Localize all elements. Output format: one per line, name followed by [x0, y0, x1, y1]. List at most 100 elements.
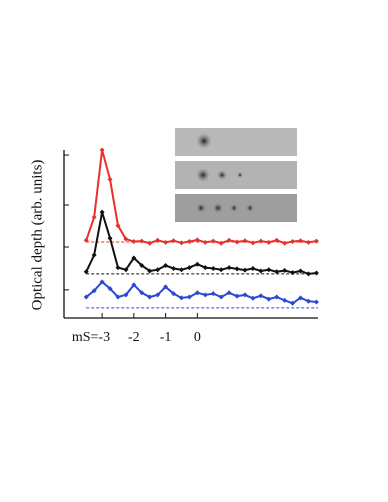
atom-cloud	[196, 133, 212, 149]
atom-cloud	[217, 170, 227, 180]
data-point	[218, 240, 224, 246]
data-point	[147, 268, 153, 274]
data-point	[186, 265, 192, 271]
data-point	[250, 240, 256, 246]
series-line	[85, 280, 317, 305]
data-point	[202, 265, 208, 271]
data-point	[83, 269, 89, 275]
data-point	[274, 269, 280, 275]
data-point	[123, 292, 129, 298]
data-point	[83, 237, 89, 243]
data-point	[91, 252, 97, 258]
data-point	[115, 265, 121, 271]
data-point	[178, 240, 184, 246]
data-point	[139, 290, 145, 296]
data-point	[274, 294, 280, 300]
data-point	[115, 223, 121, 229]
data-point	[234, 239, 240, 245]
atom-cloud	[196, 168, 210, 182]
atom-cloud	[246, 204, 254, 212]
data-point	[210, 291, 216, 297]
data-point	[186, 239, 192, 245]
inset-images	[175, 128, 297, 222]
data-point	[266, 267, 272, 273]
data-point	[226, 265, 232, 271]
data-point	[155, 267, 161, 273]
data-point	[266, 296, 272, 302]
data-point	[282, 268, 288, 274]
data-point	[313, 270, 319, 276]
data-point	[226, 237, 232, 243]
data-point	[155, 237, 161, 243]
data-point	[163, 284, 169, 290]
data-point	[242, 267, 248, 273]
data-point	[266, 239, 272, 245]
data-point	[178, 267, 184, 273]
atom-cloud	[196, 203, 206, 213]
data-point	[282, 297, 288, 303]
data-point	[83, 294, 89, 300]
atom-cloud	[213, 203, 223, 213]
x-tick-label: mS=-3	[72, 330, 110, 345]
x-tick-label: -2	[128, 330, 140, 345]
data-point	[194, 237, 200, 243]
atom-cloud	[230, 204, 238, 212]
data-point	[171, 265, 177, 271]
data-point	[155, 292, 161, 298]
data-point	[99, 279, 105, 285]
data-point	[305, 271, 311, 277]
data-point	[242, 292, 248, 298]
data-point	[107, 176, 113, 182]
data-point	[163, 263, 169, 268]
data-point	[274, 237, 280, 243]
data-point	[290, 239, 296, 245]
data-point	[139, 238, 145, 244]
data-point	[258, 293, 264, 299]
data-point	[107, 235, 113, 241]
data-point	[282, 240, 288, 246]
image-1	[175, 128, 297, 156]
y-axis-label: Optical depth (arb. units)	[29, 160, 45, 311]
data-point	[147, 240, 153, 246]
data-point	[298, 238, 304, 244]
data-point	[107, 286, 113, 292]
data-point	[131, 282, 137, 288]
data-point	[123, 236, 129, 242]
data-point	[163, 239, 169, 245]
data-point	[178, 295, 184, 301]
image-2	[175, 161, 297, 189]
data-point	[171, 291, 177, 297]
data-point	[123, 267, 129, 273]
data-point	[290, 270, 296, 276]
data-point	[99, 209, 105, 215]
data-point	[115, 294, 121, 300]
data-point	[202, 239, 208, 245]
data-point	[218, 267, 224, 273]
data-point	[210, 265, 216, 271]
data-point	[242, 238, 248, 244]
data-point	[305, 298, 311, 304]
data-point	[226, 290, 232, 296]
atom-cloud	[237, 172, 243, 178]
data-point	[131, 255, 137, 261]
data-point	[298, 295, 304, 301]
data-point	[305, 239, 311, 245]
data-point	[234, 293, 240, 299]
data-point	[313, 238, 319, 244]
data-point	[139, 263, 145, 268]
x-tick-label: -1	[160, 330, 172, 345]
data-point	[91, 214, 97, 220]
data-point	[202, 292, 208, 298]
data-point	[298, 268, 304, 274]
data-point	[313, 299, 319, 305]
data-point	[147, 294, 153, 300]
data-point	[290, 300, 296, 306]
data-point	[194, 261, 200, 267]
data-point	[234, 266, 240, 272]
data-point	[250, 295, 256, 301]
data-point	[186, 294, 192, 300]
data-point	[194, 290, 200, 296]
data-point	[171, 238, 177, 244]
